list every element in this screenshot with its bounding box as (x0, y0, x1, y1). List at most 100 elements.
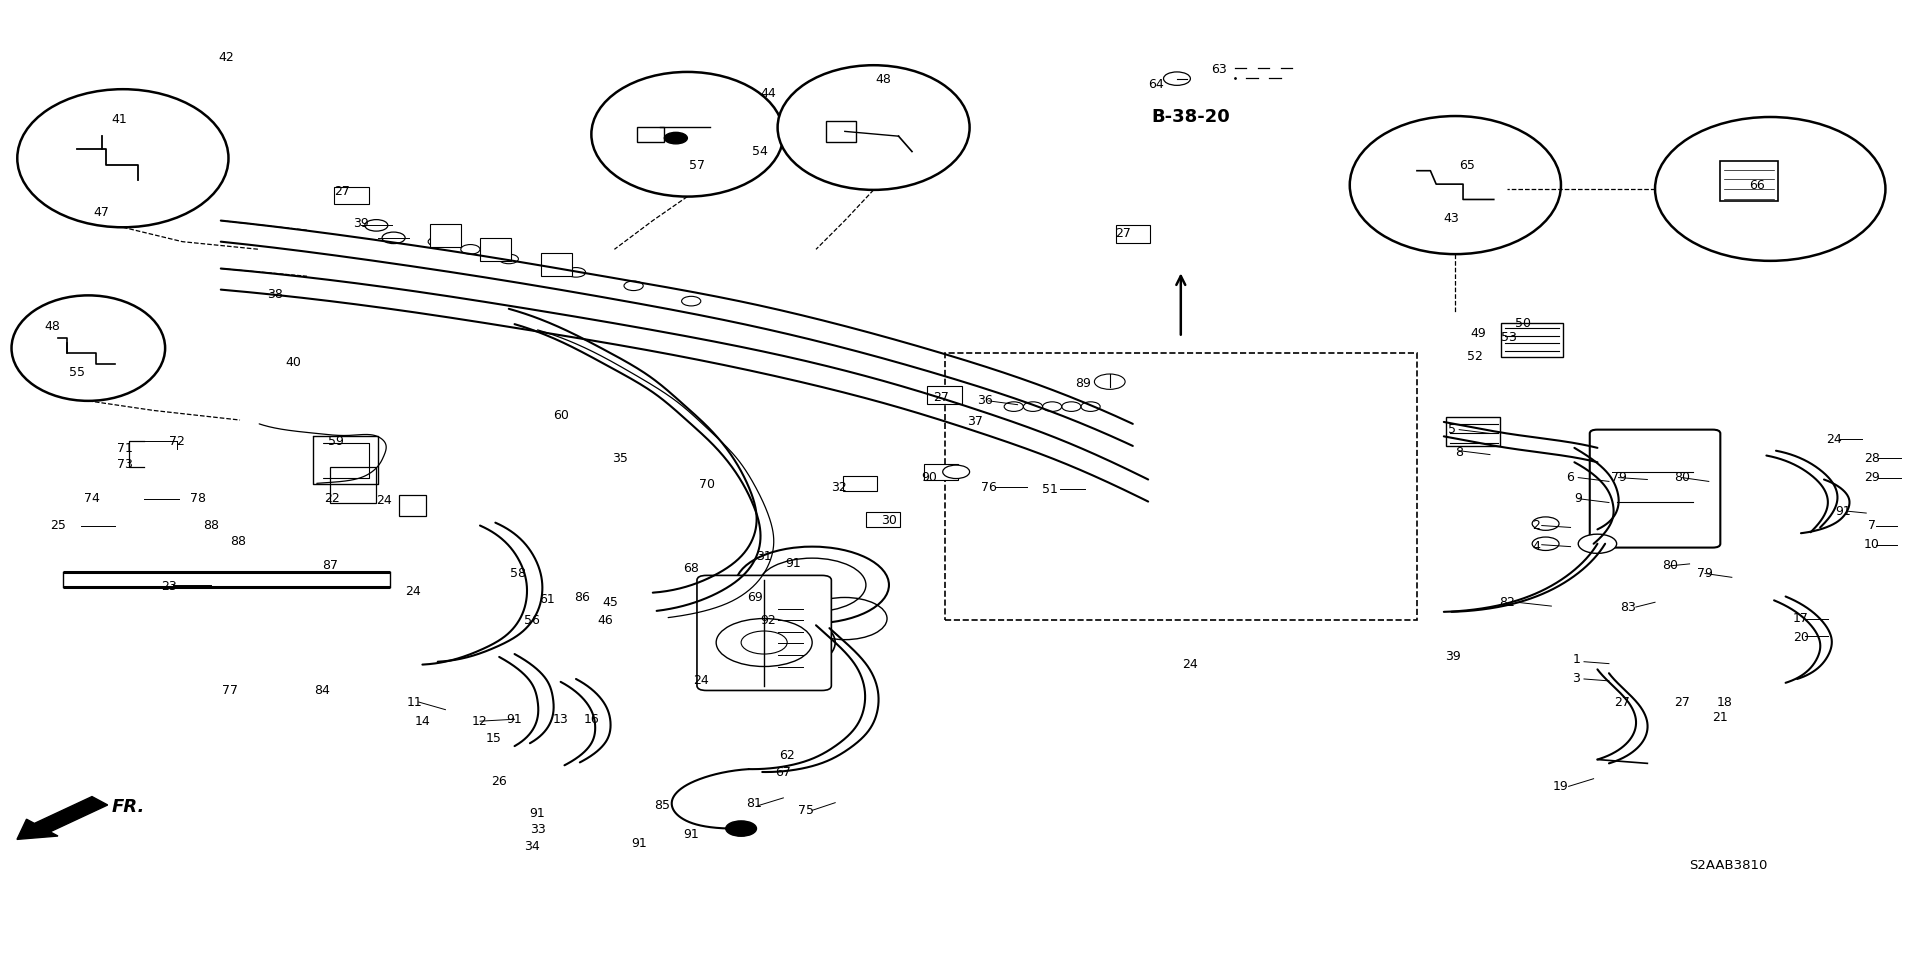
Text: 33: 33 (530, 823, 545, 836)
Bar (1501, 323, 1563, 357)
Text: 56: 56 (524, 614, 540, 627)
Circle shape (428, 237, 447, 246)
Circle shape (499, 254, 518, 264)
Ellipse shape (1655, 117, 1885, 261)
Text: 21: 21 (1713, 711, 1728, 724)
Bar (334, 187, 369, 204)
Text: 54: 54 (753, 145, 768, 158)
Text: 17: 17 (1793, 612, 1809, 625)
Text: 41: 41 (111, 113, 127, 127)
Text: 14: 14 (415, 714, 430, 728)
Text: 24: 24 (405, 585, 420, 598)
Text: 26: 26 (492, 775, 507, 788)
Text: 32: 32 (831, 480, 847, 494)
Text: 49: 49 (1471, 327, 1486, 340)
Text: 38: 38 (267, 288, 282, 301)
Ellipse shape (17, 89, 228, 227)
Text: 37: 37 (968, 415, 983, 429)
Text: 27: 27 (334, 185, 349, 199)
Text: 45: 45 (603, 596, 618, 609)
Text: 67: 67 (776, 766, 791, 780)
Text: 57: 57 (689, 159, 705, 173)
Bar (399, 495, 426, 516)
Text: 48: 48 (44, 319, 60, 333)
Bar (637, 127, 664, 142)
Text: 55: 55 (69, 365, 84, 379)
Text: 25: 25 (50, 519, 65, 532)
Text: 44: 44 (760, 87, 776, 101)
Text: 6: 6 (1567, 471, 1574, 484)
Text: 24: 24 (693, 674, 708, 688)
Text: 36: 36 (977, 394, 993, 408)
Text: 10: 10 (1864, 538, 1880, 551)
Text: 52: 52 (1467, 350, 1482, 363)
Text: 42: 42 (219, 51, 234, 64)
Text: 24: 24 (1183, 658, 1198, 671)
Text: 2: 2 (1532, 519, 1540, 532)
Circle shape (682, 296, 701, 306)
Circle shape (726, 821, 756, 836)
Text: 24: 24 (376, 494, 392, 507)
Text: 89: 89 (1075, 377, 1091, 390)
Text: 86: 86 (574, 591, 589, 604)
Text: 3: 3 (1572, 672, 1580, 686)
Text: 64: 64 (1148, 78, 1164, 91)
Text: FR.: FR. (111, 799, 144, 816)
Text: 87: 87 (323, 559, 338, 573)
Bar (927, 386, 962, 404)
Bar (1720, 161, 1778, 201)
Text: 61: 61 (540, 593, 555, 606)
Text: 65: 65 (1459, 159, 1475, 173)
Bar (480, 238, 511, 261)
Text: 27: 27 (933, 390, 948, 404)
Bar (924, 464, 958, 480)
Text: 78: 78 (190, 492, 205, 505)
Text: 90: 90 (922, 471, 937, 484)
Text: 35: 35 (612, 452, 628, 465)
Text: 71: 71 (117, 442, 132, 456)
Circle shape (1164, 72, 1190, 85)
Text: S2AAB3810: S2AAB3810 (1690, 858, 1766, 872)
Text: 80: 80 (1674, 471, 1690, 484)
Text: 70: 70 (699, 478, 714, 491)
Text: 4: 4 (1532, 540, 1540, 553)
Text: 19: 19 (1553, 780, 1569, 793)
Bar (843, 476, 877, 491)
Text: 46: 46 (597, 614, 612, 627)
Text: 74: 74 (84, 492, 100, 505)
Text: 91: 91 (507, 713, 522, 726)
Text: 91: 91 (785, 557, 801, 571)
Circle shape (664, 132, 687, 144)
Bar (541, 253, 572, 276)
Circle shape (461, 245, 480, 254)
FancyBboxPatch shape (1590, 430, 1720, 548)
Circle shape (365, 220, 388, 231)
Text: 50: 50 (1515, 316, 1530, 330)
Text: 53: 53 (1501, 331, 1517, 344)
Text: 73: 73 (117, 457, 132, 471)
Text: 12: 12 (472, 714, 488, 728)
Text: 68: 68 (684, 562, 699, 575)
Text: 20: 20 (1793, 631, 1809, 644)
Text: 27: 27 (1674, 696, 1690, 710)
Ellipse shape (778, 65, 970, 190)
Text: 39: 39 (353, 217, 369, 230)
Circle shape (1578, 534, 1617, 553)
Bar (330, 467, 376, 503)
Text: 9: 9 (1574, 492, 1582, 505)
Text: 43: 43 (1444, 212, 1459, 225)
Text: 8: 8 (1455, 446, 1463, 459)
Text: 51: 51 (1043, 482, 1058, 496)
Circle shape (1532, 517, 1559, 530)
Text: 31: 31 (756, 550, 772, 563)
Text: 27: 27 (1116, 226, 1131, 240)
Bar (945, 353, 1417, 620)
Text: 84: 84 (315, 684, 330, 697)
Text: 13: 13 (553, 713, 568, 726)
Circle shape (1532, 537, 1559, 550)
Text: 23: 23 (161, 580, 177, 594)
Text: 85: 85 (655, 799, 670, 812)
Text: 92: 92 (760, 614, 776, 627)
Bar (1446, 417, 1500, 446)
Text: 75: 75 (799, 804, 814, 817)
